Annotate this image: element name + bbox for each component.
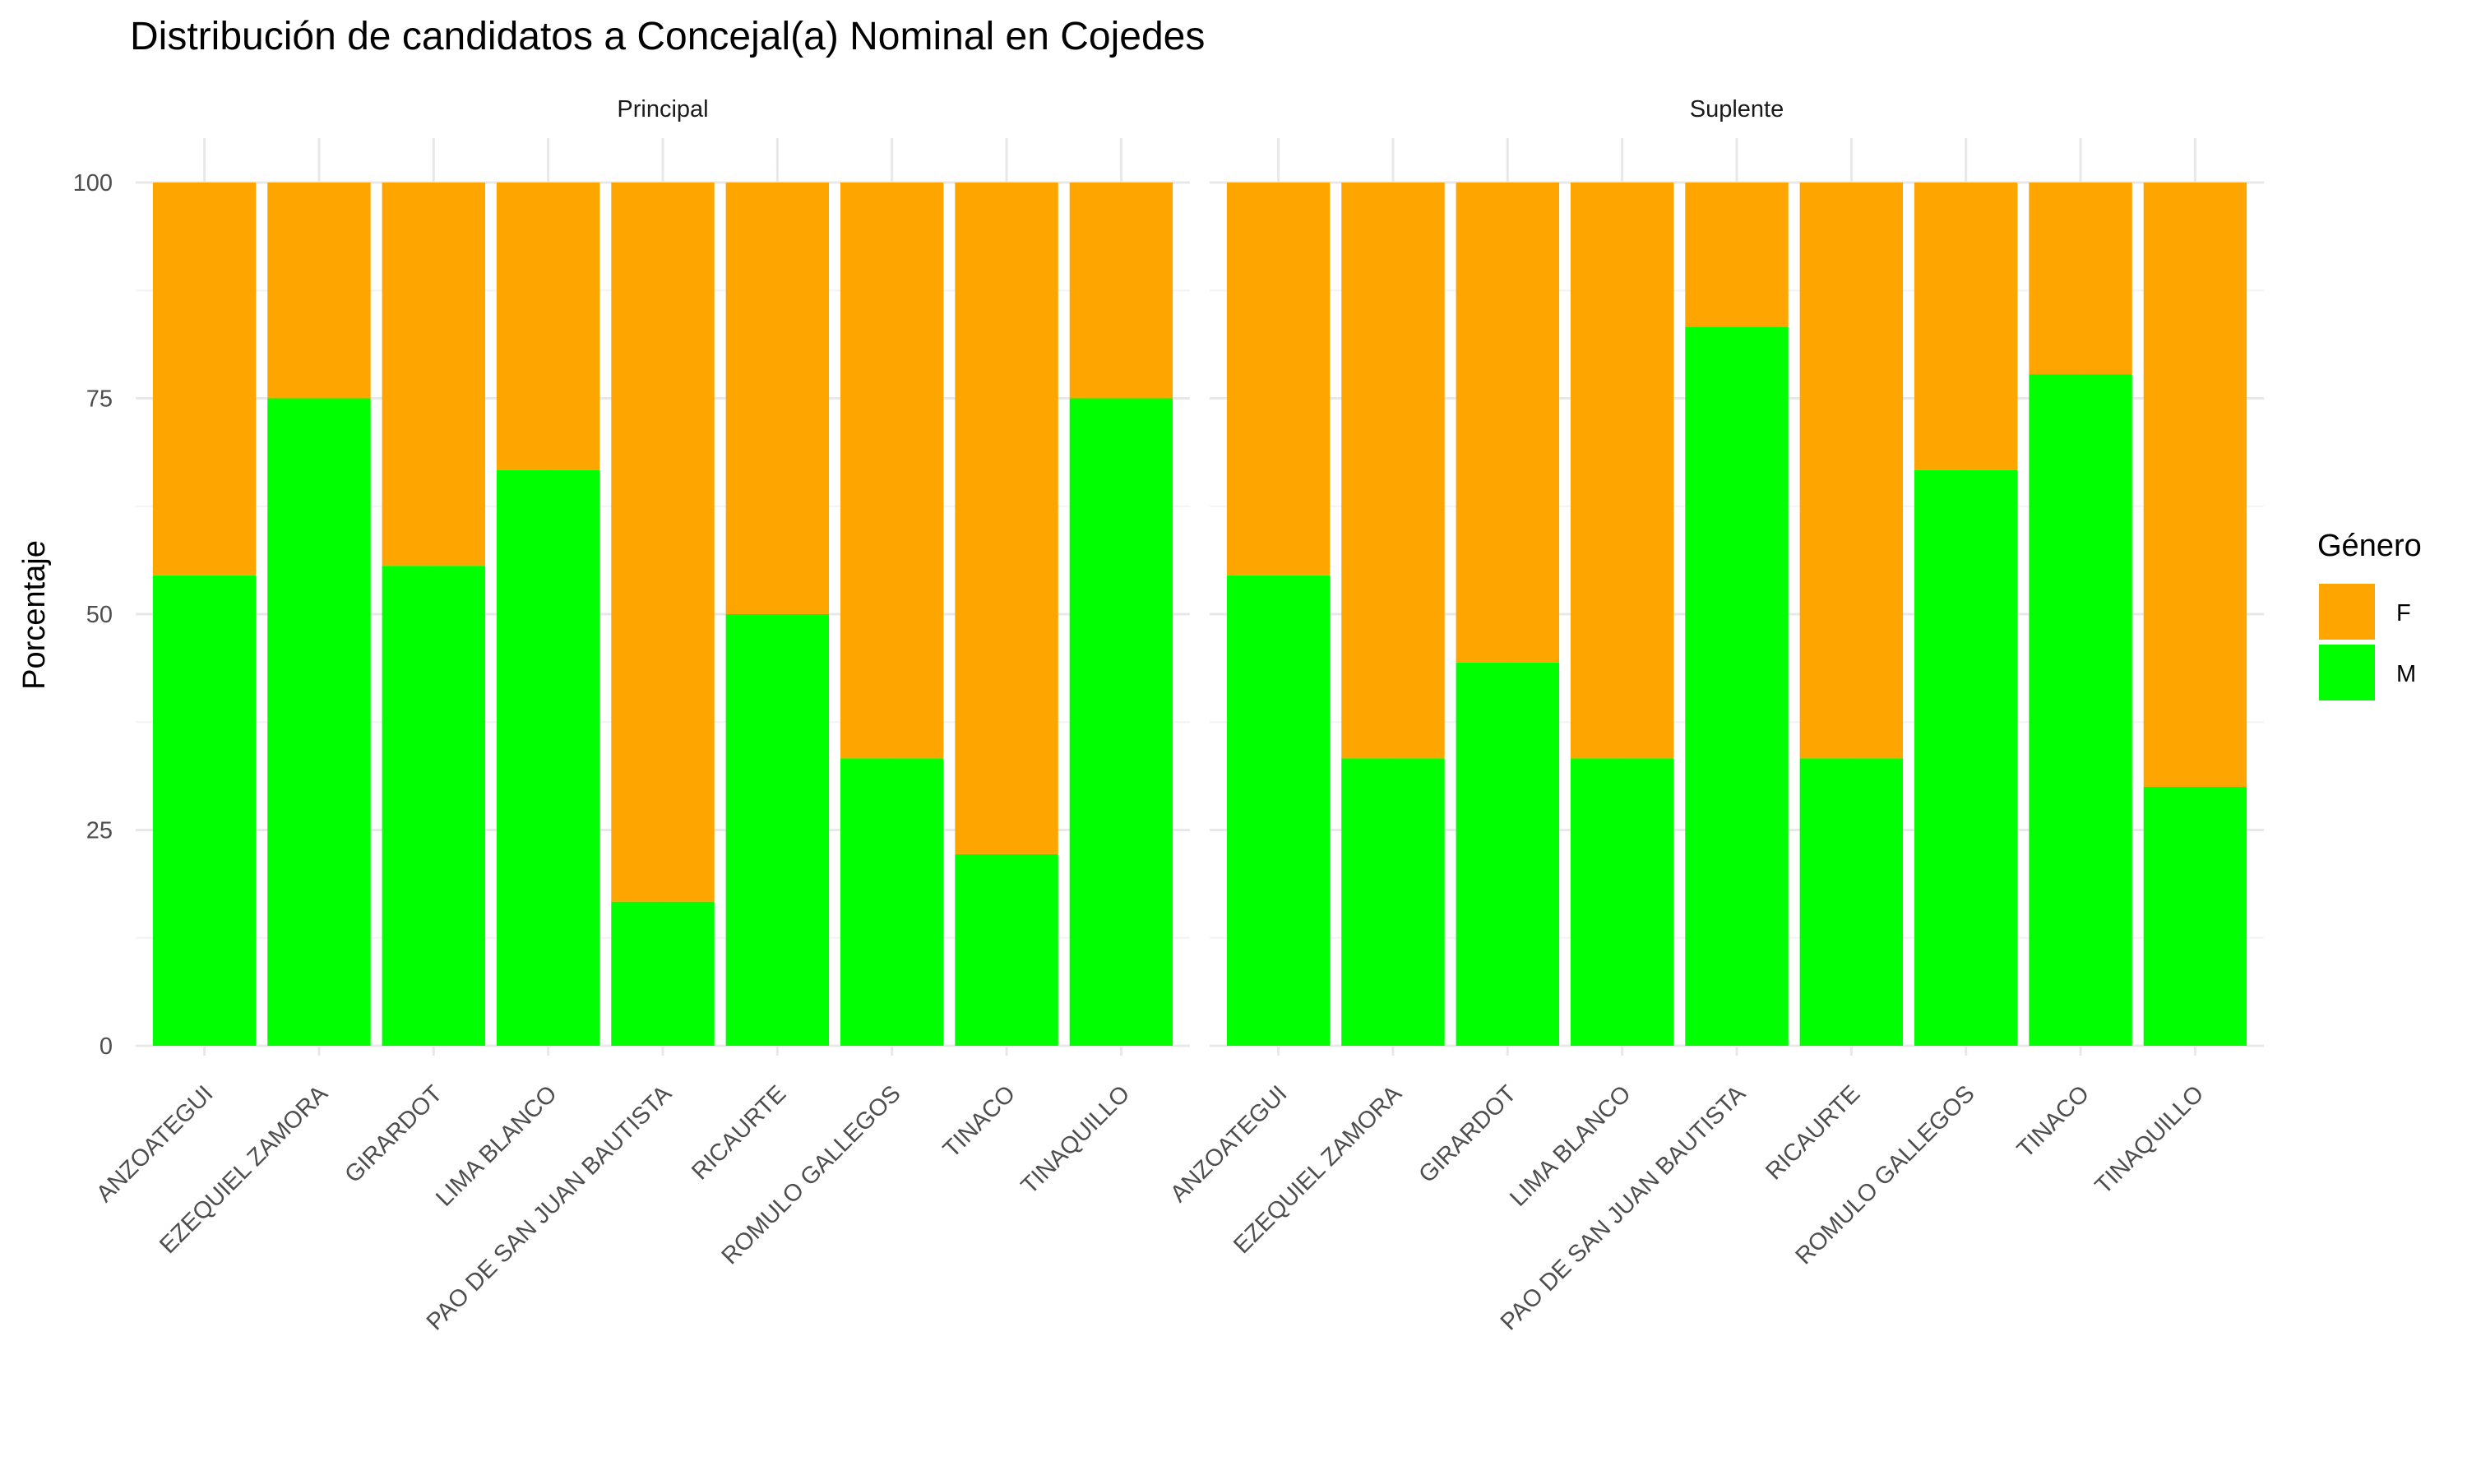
bar-f (955, 183, 1058, 854)
chart-title: Distribución de candidatos a Concejal(a)… (130, 15, 1205, 58)
x-tick-label: TINACO (938, 1080, 1021, 1163)
legend-label: M (2396, 661, 2416, 687)
y-tick-label: 50 (86, 602, 113, 628)
bars (152, 183, 1173, 1046)
bar-f (1341, 183, 1445, 759)
x-tick-label: LIMA BLANCO (431, 1080, 562, 1211)
bar-m (840, 758, 944, 1046)
bar-f (2029, 183, 2132, 375)
legend: Género FM (2317, 529, 2422, 700)
y-tick-label: 100 (73, 170, 113, 196)
bar-m (1226, 575, 1331, 1046)
bar-f (1456, 183, 1560, 663)
bar-m (1069, 398, 1173, 1046)
bar-m (955, 853, 1058, 1046)
x-tick-label: TINACO (2012, 1080, 2094, 1163)
bar-m (496, 469, 600, 1046)
y-axis-ticks: 0 25 50 75 100 (73, 170, 113, 1060)
y-tick-label: 75 (86, 386, 113, 413)
bar-m (267, 398, 371, 1046)
bar-m (611, 901, 715, 1046)
bar-m (1685, 326, 1789, 1047)
y-axis-label: Porcentaje (17, 540, 52, 690)
x-tick-label: GIRARDOT (340, 1080, 447, 1188)
x-tick-label: PAO DE SAN JUAN BAUTISTA (1496, 1080, 1752, 1336)
legend-title: Género (2317, 529, 2422, 563)
bar-m (1570, 758, 1674, 1046)
legend-label: F (2396, 600, 2411, 626)
bar-f (1570, 183, 1674, 759)
x-tick-label: TINAQUILLO (2090, 1080, 2210, 1200)
panel-strip-label: Suplente (1690, 96, 1784, 123)
legend-swatch-m (2319, 645, 2375, 700)
bar-f (725, 183, 830, 614)
legend-swatch-f (2319, 584, 2375, 640)
bar-m (1456, 662, 1560, 1046)
bar-m (2029, 374, 2132, 1047)
x-tick-label: ANZOATEGUI (91, 1080, 218, 1207)
bar-f (1069, 183, 1173, 399)
x-tick-label: RICAURTE (1761, 1080, 1865, 1185)
bars (1226, 183, 2247, 1047)
bar-f (611, 183, 715, 902)
y-tick-label: 0 (100, 1033, 113, 1060)
x-tick-label: GIRARDOT (1414, 1080, 1521, 1188)
bar-m (2143, 787, 2247, 1046)
x-tick-label: RICAURTE (687, 1080, 791, 1185)
bar-m (1799, 758, 1904, 1046)
legend-items: FM (2319, 584, 2416, 700)
bar-f (1226, 183, 1331, 576)
x-tick-label: LIMA BLANCO (1505, 1080, 1636, 1211)
bar-f (1914, 183, 2018, 470)
bar-f (2143, 183, 2247, 787)
bar-m (152, 575, 257, 1046)
x-tick-label: TINAQUILLO (1016, 1080, 1136, 1200)
bar-m (382, 566, 486, 1046)
x-tick-label: PAO DE SAN JUAN BAUTISTA (422, 1080, 678, 1336)
bar-f (152, 183, 257, 576)
bar-f (840, 183, 944, 759)
bar-f (382, 183, 486, 566)
bar-m (1341, 758, 1445, 1046)
bar-f (1799, 183, 1904, 759)
bar-f (496, 183, 600, 470)
bar-m (1914, 469, 2018, 1046)
panel-strip-label: Principal (617, 96, 708, 123)
bar-f (1685, 183, 1789, 327)
x-tick-label: ANZOATEGUI (1165, 1080, 1292, 1207)
bar-f (267, 183, 371, 399)
bar-m (725, 614, 830, 1046)
y-tick-label: 25 (86, 818, 113, 844)
